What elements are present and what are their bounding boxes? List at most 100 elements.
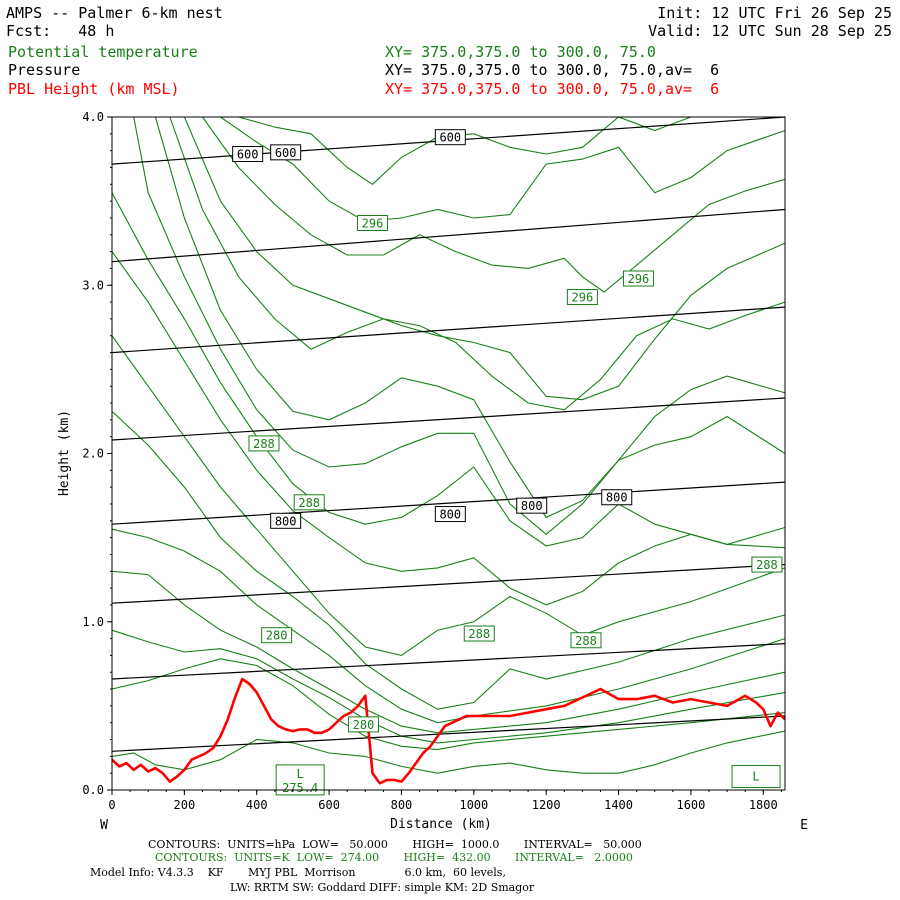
forecast-hour: Fcst: 48 h — [6, 22, 115, 40]
pressure-contour-label-box — [434, 129, 466, 146]
pressure-contour-label-box — [270, 144, 302, 161]
theta-contour-line — [238, 116, 785, 185]
theta-contour-label: 288 — [298, 496, 320, 510]
pressure-contour-label: 600 — [275, 146, 297, 160]
east-label: E — [800, 818, 808, 833]
theta-contour-label-box — [293, 494, 325, 511]
theta-contour-line — [111, 251, 786, 606]
pressure-contour-label: 800 — [439, 508, 461, 522]
pressure-contour-line — [111, 208, 786, 263]
pressure-contour-line — [111, 306, 786, 354]
theta-contour-line — [202, 116, 786, 293]
pressure-contour-label-box — [601, 489, 633, 506]
y-tick-label: 3.0 — [82, 278, 104, 292]
theta-contour-label: 288 — [468, 627, 490, 641]
theta-contour-line — [154, 116, 786, 519]
pressure-contour-line — [111, 643, 786, 680]
theta-contour-label: 296 — [628, 272, 650, 286]
theta-contour-line — [183, 116, 786, 401]
theta-contour-label-box — [622, 270, 654, 287]
field-theta-name: Potential temperature — [8, 43, 198, 61]
pressure-contour-label-box — [232, 146, 264, 163]
pbl-height-line — [111, 677, 786, 785]
theta-contour-label-box — [751, 556, 783, 573]
field-pbl-xy: XY= 375.0,375.0 to 300.0, 75.0,av= 6 — [385, 80, 720, 98]
valid-time: Valid: 12 UTC Sun 28 Sep 25 — [648, 22, 892, 40]
theta-contour-line — [111, 410, 786, 710]
theta-contour-line — [133, 116, 786, 536]
field-theta-xy: XY= 375.0,375.0 to 300.0, 75.0 — [385, 43, 656, 61]
theta-contour-label-box — [357, 214, 389, 231]
pressure-contour-label: 800 — [275, 514, 297, 528]
theta-contour-label-box — [347, 716, 379, 733]
theta-contour-label: 288 — [756, 558, 778, 572]
x-tick-label: 1200 — [532, 798, 561, 812]
x-axis-label: Distance (km) — [390, 817, 492, 832]
pressure-contour-label: 800 — [521, 499, 543, 513]
pbl-height-layer — [111, 677, 786, 785]
theta-contour-label: 280 — [266, 629, 288, 643]
init-time: Init: 12 UTC Fri 26 Sep 25 — [657, 4, 892, 22]
pressure-contour-line — [111, 715, 786, 752]
y-tick-label: 1.0 — [82, 615, 104, 629]
field-pressure-name: Pressure — [8, 61, 81, 79]
theta-contour-label: 288 — [253, 437, 275, 451]
theta-contour-line — [169, 116, 786, 411]
x-tick-label: 400 — [246, 798, 268, 812]
theta-contour-label: 296 — [572, 291, 594, 305]
y-tick-label: 4.0 — [82, 110, 104, 124]
theta-contour-line — [111, 730, 786, 774]
y-tick-label: 0.0 — [82, 783, 104, 797]
pressure-contour-label-box — [270, 512, 302, 529]
x-tick-label: 600 — [318, 798, 340, 812]
pressure-contour-label-box — [434, 506, 466, 523]
low-marker-value: 275.4 — [282, 781, 318, 795]
y-axis-label: Height (km) — [57, 410, 72, 496]
x-tick-label: 1000 — [459, 798, 488, 812]
contour-labels: 600 600 600 800 800 800 800 296 296 296 288 288 288 2… — [232, 129, 783, 796]
footer-physics-info: LW: RRTM SW: Goddard DIFF: simple KM: 2D… — [230, 881, 535, 894]
x-tick-label: 1400 — [604, 798, 633, 812]
low-marker-letter: L — [752, 770, 759, 784]
theta-contour-line — [111, 658, 786, 751]
theta-contour-line — [111, 570, 786, 734]
low-marker-box — [731, 765, 781, 789]
plot-frame — [111, 116, 786, 791]
pressure-contour-label: 800 — [606, 491, 628, 505]
theta-contour-label: 296 — [362, 216, 384, 230]
footer-model-info: Model Info: V4.3.3 KF MYJ PBL Morrison 6… — [90, 866, 506, 879]
pressure-contour-label-box — [516, 497, 548, 514]
theta-contours — [111, 116, 786, 774]
low-marker-letter: L — [297, 767, 304, 781]
theta-contour-label: 280 — [353, 718, 375, 732]
theta-contour-label-box — [248, 435, 280, 452]
field-pressure-xy: XY= 375.0,375.0 to 300.0, 75.0,av= 6 — [385, 61, 720, 79]
axes: 0 200 400 600 800 1000 1200 1400 1600 1800 0.0 1.0 2… — [82, 110, 782, 812]
footer-theta-contours: CONTOURS: UNITS=K LOW= 274.00 HIGH= 432.… — [155, 851, 633, 864]
theta-contour-line — [220, 116, 786, 222]
pressure-contour-label: 600 — [439, 131, 461, 145]
theta-contour-label-box — [261, 627, 293, 644]
x-tick-label: 1800 — [749, 798, 778, 812]
theta-contour-line — [111, 528, 786, 724]
theta-contour-line — [111, 335, 786, 656]
x-tick-label: 0 — [108, 798, 115, 812]
x-tick-label: 1600 — [676, 798, 705, 812]
west-label: W — [100, 818, 108, 833]
x-tick-label: 200 — [174, 798, 196, 812]
chart-title: AMPS -- Palmer 6-km nest — [6, 4, 223, 22]
footer-pressure-contours: CONTOURS: UNITS=hPa LOW= 50.000 HIGH= 10… — [148, 838, 642, 851]
theta-contour-line — [111, 629, 786, 744]
theta-contour-label-box — [570, 632, 602, 649]
theta-contour-label-box — [463, 625, 495, 642]
pressure-contour-line — [111, 397, 786, 441]
x-tick-label: 800 — [391, 798, 413, 812]
pressure-contour-line — [111, 563, 786, 604]
y-tick-label: 2.0 — [82, 447, 104, 461]
theta-contour-label-box — [566, 289, 598, 306]
pressure-contour-line — [111, 481, 786, 525]
theta-contour-label: 288 — [575, 634, 597, 648]
theta-contour-line — [111, 192, 786, 547]
pressure-contours — [111, 116, 786, 752]
